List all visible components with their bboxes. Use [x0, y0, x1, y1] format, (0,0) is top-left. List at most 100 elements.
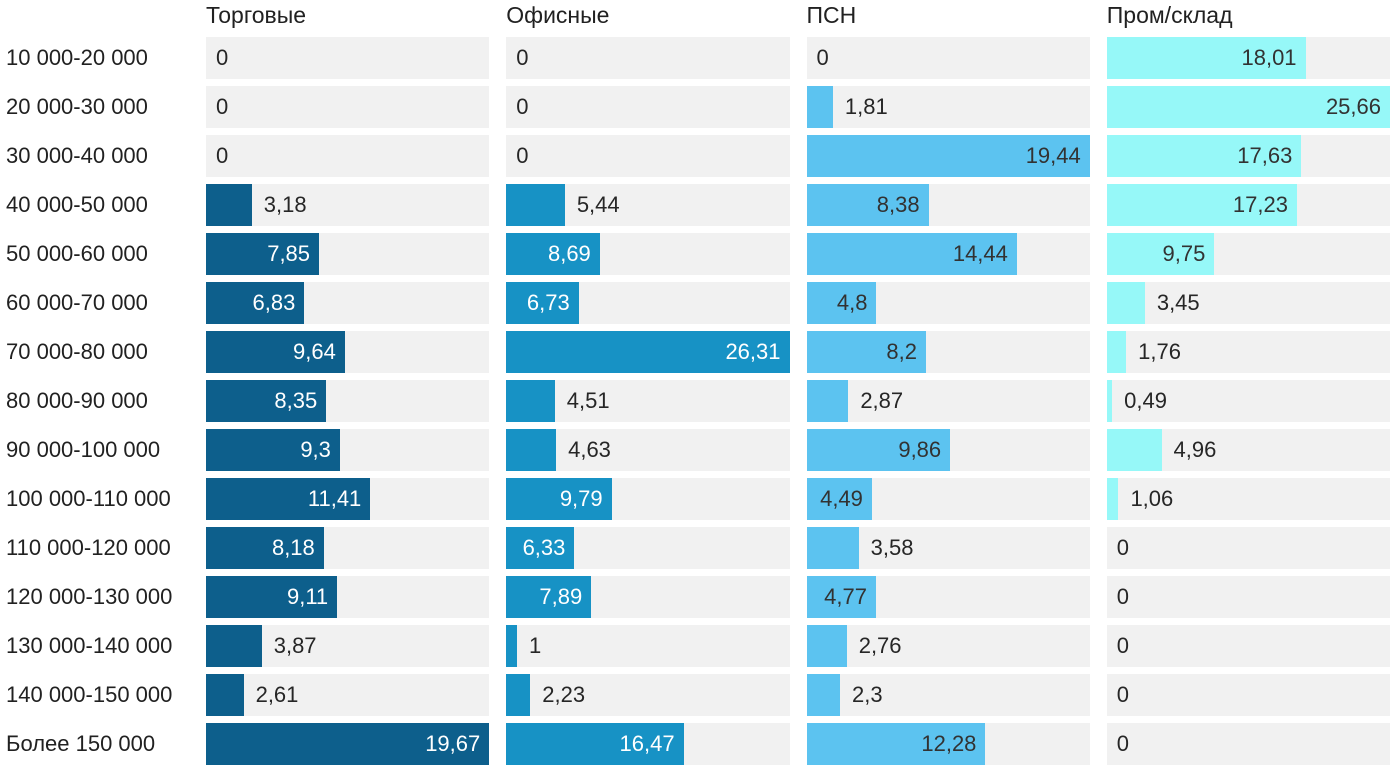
- bar-track: 2,61: [206, 674, 490, 716]
- bar-track: 1,06: [1106, 478, 1390, 520]
- bar: 11,41: [206, 478, 371, 520]
- bar: 19,67: [206, 723, 490, 765]
- bar-value-label: 2,3: [852, 682, 883, 707]
- chart-row: 30 000-40 000 0 0 19,44 17,63: [6, 135, 1390, 177]
- bar-track: 19,67: [206, 723, 490, 765]
- bar: 6,33: [506, 527, 575, 569]
- bar-track: 12,28: [806, 723, 1090, 765]
- bar-track: 1,81: [806, 86, 1090, 128]
- row-label: 40 000-50 000: [6, 192, 148, 217]
- bar-track: 1,76: [1106, 331, 1390, 373]
- chart-row: 60 000-70 000 6,83 6,73 4,8 3,45: [6, 282, 1390, 324]
- bar-track: 2,87: [806, 380, 1090, 422]
- chart-row: Более 150 000 19,67 16,47 12,28 0: [6, 723, 1390, 765]
- bar-value-label: 1,81: [844, 94, 888, 119]
- bar: [506, 625, 518, 667]
- column-header-2: Офисные: [506, 2, 610, 28]
- bar: 17,63: [1106, 135, 1302, 177]
- bar-value-label: 6,73: [526, 290, 570, 315]
- bar: 8,35: [206, 380, 327, 422]
- bar-track: 8,38: [806, 184, 1090, 226]
- bar-track: 6,83: [206, 282, 490, 324]
- bar: 18,01: [1106, 37, 1306, 79]
- bar-value-label: 19,44: [1025, 143, 1081, 168]
- bar-track: 4,63: [506, 429, 790, 471]
- bar-track: 2,76: [806, 625, 1090, 667]
- row-label: 60 000-70 000: [6, 290, 148, 315]
- bar-value-label: 0: [216, 94, 229, 119]
- bar: 7,85: [206, 233, 320, 275]
- bar-track: 26,31: [506, 331, 790, 373]
- bar: 16,47: [506, 723, 684, 765]
- row-label: 50 000-60 000: [6, 241, 148, 266]
- bar-value-label: 8,2: [886, 339, 917, 364]
- bar-track: 14,44: [806, 233, 1090, 275]
- bar-track: 16,47: [506, 723, 790, 765]
- bar-track: 0: [1106, 576, 1390, 618]
- row-label: 30 000-40 000: [6, 143, 148, 168]
- bar-value-label: 7,85: [267, 241, 311, 266]
- bar: 4,77: [806, 576, 876, 618]
- bar-track: 7,85: [206, 233, 490, 275]
- bar-track: 4,51: [506, 380, 790, 422]
- bar-value-label: 1: [529, 633, 542, 658]
- bar: [806, 674, 840, 716]
- bar: [506, 429, 557, 471]
- bar-track: 1: [506, 625, 790, 667]
- bar-value-label: 3,45: [1156, 290, 1200, 315]
- bar-track: 9,86: [806, 429, 1090, 471]
- bar: 9,86: [806, 429, 951, 471]
- bar: [506, 380, 555, 422]
- chart-row: 120 000-130 000 9,11 7,89 4,77 0: [6, 576, 1390, 618]
- bar: 8,38: [806, 184, 929, 226]
- bar-track: 0: [506, 86, 790, 128]
- bar-value-label: 2,76: [858, 633, 902, 658]
- bar: 8,2: [806, 331, 926, 373]
- bar: 7,89: [506, 576, 592, 618]
- bar: [806, 625, 847, 667]
- bar-value-label: 3,58: [870, 535, 914, 560]
- bar: [206, 625, 262, 667]
- bar: [206, 184, 252, 226]
- row-label: 130 000-140 000: [6, 633, 173, 658]
- bar-value-label: 4,49: [820, 486, 863, 511]
- bar-track: 4,49: [806, 478, 1090, 520]
- bar-value-label: 0: [516, 143, 529, 168]
- bar-value-label: 9,75: [1162, 241, 1206, 266]
- chart-row: 40 000-50 000 3,18 5,44 8,38 17,23: [6, 184, 1390, 226]
- bar-track: 9,3: [206, 429, 490, 471]
- bar-track: 6,73: [506, 282, 790, 324]
- chart-row: 50 000-60 000 7,85 8,69 14,44 9,75: [6, 233, 1390, 275]
- bar-track: 9,79: [506, 478, 790, 520]
- bar-track: 9,64: [206, 331, 490, 373]
- bar: 9,75: [1106, 233, 1215, 275]
- bar-value-label: 7,89: [539, 584, 583, 609]
- bar-value-label: 4,96: [1173, 437, 1217, 462]
- row-label: 90 000-100 000: [6, 437, 161, 462]
- bar-value-label: 0: [1116, 535, 1129, 560]
- bar-value-label: 4,8: [836, 290, 868, 315]
- chart-row: 20 000-30 000 0 0 1,81 25,66: [6, 86, 1390, 128]
- bar: [1106, 478, 1119, 520]
- bar-value-label: 0: [1116, 682, 1129, 707]
- bar-value-label: 12,28: [921, 731, 977, 756]
- bar-track: 0: [1106, 674, 1390, 716]
- bar: 19,44: [806, 135, 1090, 177]
- bar-track: 8,2: [806, 331, 1090, 373]
- bar-value-label: 2,23: [542, 682, 586, 707]
- bar: 12,28: [806, 723, 986, 765]
- bar-track: 0: [206, 135, 490, 177]
- bar: 6,73: [506, 282, 579, 324]
- bar-track: 11,41: [206, 478, 490, 520]
- bar-value-label: 1,76: [1138, 339, 1181, 364]
- bar-value-label: 5,44: [576, 192, 620, 217]
- bar-value-label: 16,47: [619, 731, 675, 756]
- bar-value-label: 1,06: [1130, 486, 1174, 511]
- bar-value-label: 6,83: [252, 290, 296, 315]
- bar-track: 4,8: [806, 282, 1090, 324]
- bar: [1106, 429, 1162, 471]
- bar-value-label: 0: [216, 45, 229, 70]
- bar-track: 19,44: [806, 135, 1090, 177]
- bar-track: 0,49: [1106, 380, 1390, 422]
- bar-track: 3,45: [1106, 282, 1390, 324]
